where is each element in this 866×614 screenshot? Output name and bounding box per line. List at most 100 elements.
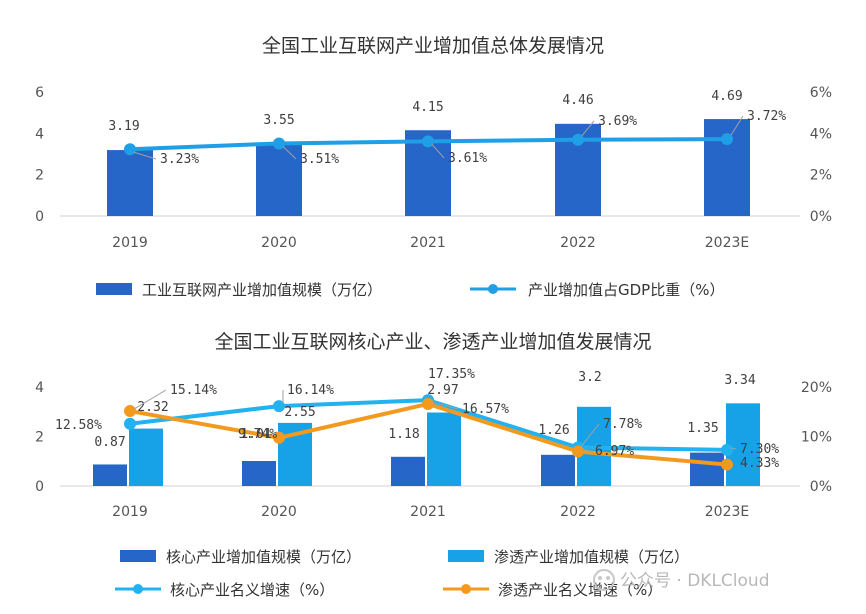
bar-0-1 [242,461,276,486]
y-left-tick-label: 2 [35,430,44,446]
chart-top-title: 全国工业互联网产业增加值总体发展情况 [262,35,604,57]
bar-0-1 [256,142,302,216]
y-left-tick-label: 0 [35,209,44,225]
leader-line [133,151,157,160]
core-growth-label: 7.30% [740,442,779,457]
series-point-1-0 [124,143,136,156]
y-right-tick-label: 6% [810,85,832,101]
line-value-label: 3.51% [300,152,339,167]
chart-top-axes: 0 2 4 6 0% 2% 4% 6% 2019 2020 2021 2022 2023E [35,85,832,251]
y-left-tick-label: 0 [35,479,44,495]
penetration-growth-label: 4.33% [740,456,779,471]
chart-top-lines [124,133,733,156]
penetration-bar-value-label: 2.55 [284,405,315,420]
legend-label-penetration-scale: 渗透产业增加值规模（万亿） [494,548,689,566]
line-value-label: 3.23% [160,152,199,167]
leader-line [730,115,744,136]
penetration-bar-value-label: 2.97 [427,383,458,398]
x-tick-label: 2019 [112,504,148,520]
bar-value-label: 3.19 [108,119,139,134]
x-tick-label: 2021 [410,235,446,251]
core-growth-label: 12.58% [55,418,102,433]
series-point-3-0 [124,405,136,418]
watermark-logo-dot-icon [598,576,602,580]
penetration-growth-label: 16.57% [462,402,509,417]
series-point-1-1 [273,137,285,150]
series-point-3-2 [422,397,434,410]
y-right-tick-label: 0% [810,209,832,225]
series-point-3-1 [273,431,285,444]
series-point-3-3 [572,445,584,458]
y-left-tick-label: 2 [35,168,44,184]
penetration-bar-value-label: 3.2 [578,370,601,385]
legend-swatch-scale-total [96,283,132,295]
line-value-label: 3.72% [747,109,786,124]
legend-label-core-scale: 核心产业增加值规模（万亿） [166,548,361,566]
legend-swatch-core-scale [120,550,156,562]
y-right-tick-label: 0% [810,479,832,495]
series-point-2-1 [273,400,285,413]
x-tick-label: 2020 [261,504,297,520]
penetration-growth-label: 6.97% [595,444,634,459]
x-tick-label: 2022 [560,504,596,520]
bar-0-2 [391,456,425,486]
line-value-label: 3.69% [598,114,637,129]
core-bar-value-label: 1.18 [388,427,419,442]
leader-line [581,423,600,446]
watermark: 公众号 · DKLCloud [593,569,769,591]
y-left-tick-label: 6 [35,85,44,101]
x-tick-label: 2019 [112,235,148,251]
bar-value-label: 4.15 [412,100,443,115]
chart-bottom-title: 全国工业互联网核心产业、渗透产业增加值发展情况 [214,331,651,353]
core-bar-value-label: 1.01 [240,427,271,442]
core-growth-label: 16.14% [287,383,334,398]
chart-bottom-legend: 核心产业增加值规模（万亿） 渗透产业增加值规模（万亿） 核心产业名义增速（%） … [115,548,689,599]
legend-marker-core-growth [133,584,143,594]
watermark-text: 公众号 · DKLCloud [620,571,769,591]
core-bar-value-label: 1.35 [687,421,718,436]
y-left-tick-label: 4 [35,380,44,396]
x-tick-label: 2020 [261,235,297,251]
bar-1-0 [129,428,163,486]
legend-swatch-penetration-scale [448,550,484,562]
chart-bottom: 全国工业互联网核心产业、渗透产业增加值发展情况 0 2 4 0% 10% 20% 2019 2… [35,331,832,599]
x-tick-label: 2023E [705,504,749,520]
leader-line [730,447,737,450]
chart-top-data-labels: 3.19 3.55 4.15 4.46 4.69 3.23% 3.51% 3.61% 3.69%… [108,89,786,167]
bar-value-label: 4.69 [711,89,742,104]
legend-label-core-growth: 核心产业名义增速（%） [170,581,334,599]
series-point-2-4 [721,443,733,456]
legend-label-penetration-growth: 渗透产业名义增速（%） [498,581,662,599]
y-right-tick-label: 10% [801,430,832,446]
bar-0-3 [541,454,575,486]
legend-label-gdp-share: 产业增加值占GDP比重（%） [528,281,724,299]
y-right-tick-label: 20% [801,380,832,396]
core-bar-value-label: 1.26 [538,423,569,438]
leader-line [581,120,595,137]
bar-1-2 [427,412,461,486]
series-point-1-2 [422,135,434,148]
leader-line [133,389,167,410]
x-tick-label: 2021 [410,504,446,520]
leader-line [581,449,592,452]
y-right-tick-label: 4% [810,126,832,142]
leader-line [282,146,297,160]
series-point-1-3 [572,133,584,146]
chart-bottom-lines [124,394,733,471]
bar-0-0 [93,464,127,486]
chart-top-bars [107,119,750,216]
core-growth-label: 7.78% [603,417,642,432]
bar-1-4 [726,403,760,486]
watermark-logo-icon [593,569,615,591]
line-value-label: 3.61% [448,151,487,166]
bar-0-0 [107,150,153,216]
chart-bottom-data-labels: 0.87 1.01 1.18 1.26 1.35 2.32 2.55 2.97 3.2 3.34 1… [55,367,779,471]
legend-label-scale-total: 工业互联网产业增加值规模（万亿） [142,281,382,299]
series-point-2-0 [124,417,136,430]
bar-value-label: 4.46 [562,93,593,108]
bar-0-4 [690,452,724,486]
chart-bottom-bars [93,403,760,486]
chart-top-legend: 工业互联网产业增加值规模（万亿） 产业增加值占GDP比重（%） [96,281,724,299]
series-point-1-4 [721,133,733,146]
chart-top: 全国工业互联网产业增加值总体发展情况 0 2 4 6 0% 2% 4% 6% 2019 2020 2… [35,35,832,299]
